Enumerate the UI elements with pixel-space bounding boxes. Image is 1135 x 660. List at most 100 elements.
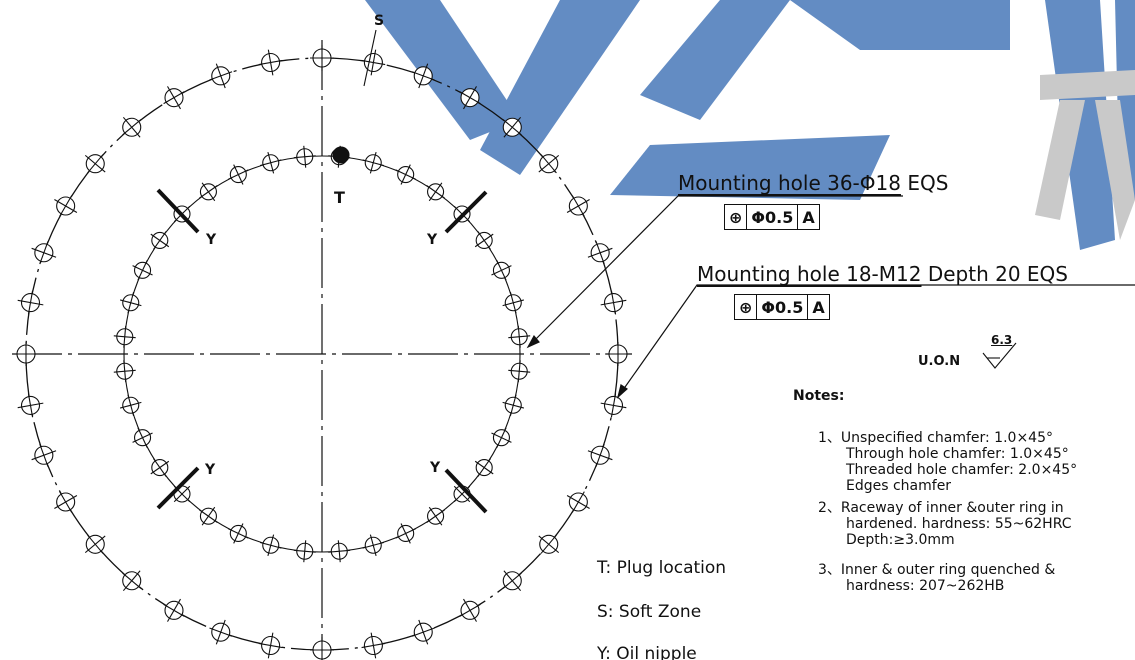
oil-nipple-marker	[444, 468, 488, 514]
oil-nipple-label-tr: Y	[427, 232, 438, 248]
inner-mounting-hole-tangent	[395, 169, 416, 180]
outer-mounting-hole-tangent	[27, 393, 34, 418]
outer-mounting-hole-tangent	[27, 290, 34, 315]
inner-mounting-hole-tangent	[395, 528, 416, 539]
inner-mounting-hole-tangent	[123, 360, 127, 383]
inner-mounting-hole-tangent	[153, 458, 167, 477]
inner-mounting-hole-tangent	[496, 260, 507, 281]
soft-zone-label: S	[374, 13, 385, 29]
datum-reference: A	[802, 207, 815, 227]
note-line: Threaded hole chamfer: 2.0×45°	[846, 462, 1078, 478]
outer-mounting-hole-tangent	[540, 154, 557, 174]
inner-mounting-hole-tangent	[509, 291, 517, 314]
legend-plug: T: Plug location	[597, 558, 727, 578]
legend-oil-nipple: Y: Oil nipple	[597, 644, 697, 660]
soft-zone-line	[363, 29, 377, 87]
leader-line-2	[617, 284, 1135, 398]
callout-36-holes: Mounting hole 36-Φ18 EQS	[678, 171, 948, 195]
feature-control-frame-2: ⊕ Φ0.5 A	[734, 294, 830, 320]
outer-mounting-hole-tangent	[540, 534, 557, 554]
leader-line-1	[527, 195, 903, 348]
position-symbol-icon: ⊕	[725, 205, 748, 229]
note-line: Edges chamfer	[846, 478, 952, 494]
note-line: hardness: 207~262HB	[846, 578, 1005, 594]
note-line: 2、Raceway of inner &outer ring in	[818, 500, 1064, 516]
outer-mounting-hole-tangent	[361, 642, 386, 649]
inner-mounting-hole-tangent	[496, 427, 507, 448]
outer-mounting-hole-tangent	[411, 627, 435, 637]
inner-mounting-hole-tangent	[127, 291, 135, 314]
oil-nipple-label-bl: Y	[205, 462, 216, 478]
outer-mounting-hole-tangent	[258, 59, 283, 66]
inner-mounting-hole-tangent	[517, 325, 521, 348]
outer-mounting-hole-tangent	[361, 59, 386, 66]
outer-mounting-hole-tangent	[610, 393, 617, 418]
callout-18-holes-suffix: Depth 20 EQS	[921, 262, 1068, 286]
plug-location-label: T	[334, 188, 345, 207]
inner-mounting-hole-tangent	[199, 185, 218, 199]
inner-mounting-hole-tangent	[426, 185, 445, 199]
inner-pitch-circle	[123, 155, 521, 553]
oil-nipple-marker	[444, 190, 488, 234]
tolerance-value: Φ0.5	[757, 295, 809, 319]
inner-mounting-hole-tangent	[137, 260, 148, 281]
outer-mounting-hole-tangent	[87, 534, 104, 554]
inner-mounting-hole-tangent	[259, 159, 282, 167]
inner-mounting-hole-tangent	[259, 541, 282, 549]
inner-mounting-hole-tangent	[228, 169, 249, 180]
outer-mounting-hole-tangent	[610, 290, 617, 315]
inner-mounting-hole-tangent	[199, 509, 218, 523]
outer-mounting-hole-tangent	[122, 572, 142, 589]
inner-mounting-hole-tangent	[123, 325, 127, 348]
outer-mounting-hole-tangent	[459, 91, 481, 105]
oil-nipple-marker	[156, 466, 200, 510]
outer-mounting-hole-tangent	[411, 71, 435, 81]
inner-mounting-hole-tangent	[328, 549, 351, 553]
tolerance-value: Φ0.5	[747, 205, 799, 229]
outer-mounting-hole-tangent	[258, 642, 283, 649]
position-symbol-icon: ⊕	[735, 295, 758, 319]
inner-mounting-hole-tangent	[477, 231, 491, 250]
leader-arrow-1	[526, 334, 540, 349]
note-line: 3、Inner & outer ring quenched &	[818, 562, 1056, 578]
inner-mounting-hole-tangent	[362, 541, 385, 549]
roughness-value: 6.3	[991, 333, 1013, 347]
outer-mounting-hole-tangent	[502, 119, 522, 136]
outer-mounting-hole-tangent	[163, 91, 185, 105]
outer-mounting-hole-tangent	[459, 603, 481, 617]
outer-mounting-hole-tangent	[163, 603, 185, 617]
inner-mounting-hole-tangent	[509, 394, 517, 417]
oil-nipple-marker	[156, 188, 200, 234]
oil-nipple-label-br: Y	[430, 460, 441, 476]
callout-36-holes-text: Mounting hole 36-Φ18	[678, 171, 901, 195]
outer-mounting-hole-tangent	[502, 572, 522, 589]
inner-mounting-hole-tangent	[517, 360, 521, 383]
feature-control-frame-1: ⊕ Φ0.5 A	[724, 204, 820, 230]
inner-mounting-hole-tangent	[127, 394, 135, 417]
callout-36-holes-suffix: EQS	[900, 171, 949, 195]
outer-mounting-hole-tangent	[87, 154, 104, 174]
note-line: Depth:≥3.0mm	[846, 532, 955, 548]
inner-mounting-hole-tangent	[137, 427, 148, 448]
note-line: hardened. hardness: 55~62HRC	[846, 516, 1072, 532]
callout-18-holes-text: Mounting hole 18-M12	[697, 262, 922, 286]
outer-mounting-hole-tangent	[571, 491, 585, 513]
outer-mounting-hole-tangent	[209, 71, 233, 81]
note-line: Through hole chamfer: 1.0×45°	[846, 446, 1069, 462]
inner-mounting-hole-tangent	[426, 509, 445, 523]
notes-title: Notes:	[793, 388, 845, 404]
inner-mounting-hole-tangent	[477, 458, 491, 477]
outer-mounting-hole-tangent	[122, 119, 142, 136]
outer-mounting-hole-tangent	[595, 241, 605, 265]
outer-mounting-hole-tangent	[39, 443, 49, 467]
outer-mounting-hole-tangent	[571, 195, 585, 217]
datum-reference: A	[812, 297, 825, 317]
inner-mounting-hole-tangent	[228, 528, 249, 539]
inner-mounting-hole-tangent	[293, 549, 316, 553]
plug-location-marker	[332, 146, 350, 164]
outer-mounting-hole-tangent	[595, 443, 605, 467]
oil-nipple-label-tl: Y	[206, 232, 217, 248]
